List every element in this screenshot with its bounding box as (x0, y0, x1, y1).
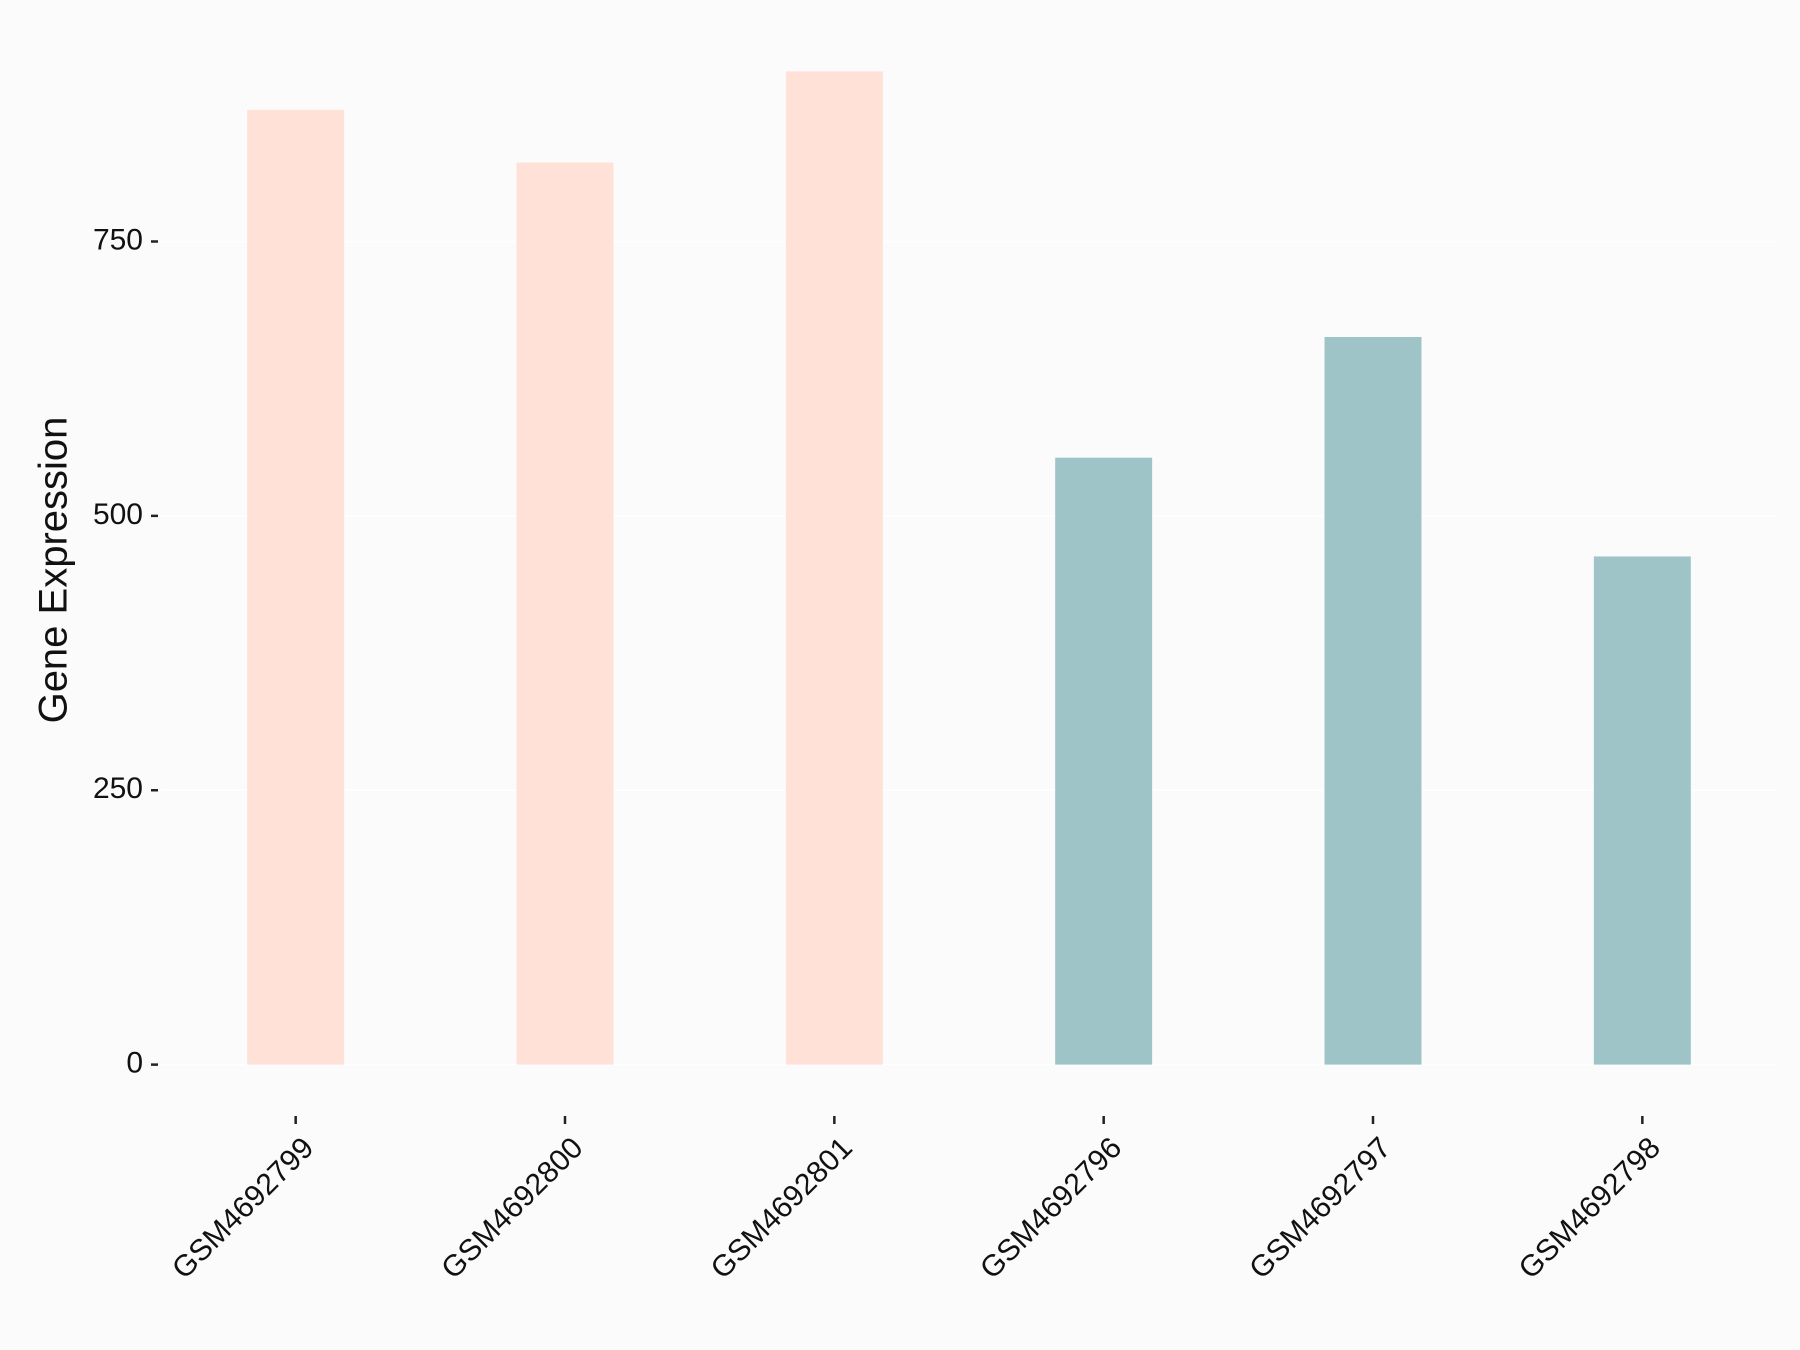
bar (1055, 457, 1153, 1065)
bar (247, 109, 345, 1065)
y-tick-label: 500 (93, 498, 143, 531)
y-tick-label: 0 (126, 1047, 143, 1080)
y-tick-label: 250 (93, 772, 143, 805)
bar (1593, 556, 1691, 1065)
y-tick-label: 750 (93, 223, 143, 256)
bar (785, 71, 883, 1065)
y-axis-title: Gene Expression (32, 417, 76, 724)
bar (1324, 336, 1422, 1065)
bar (516, 162, 614, 1065)
